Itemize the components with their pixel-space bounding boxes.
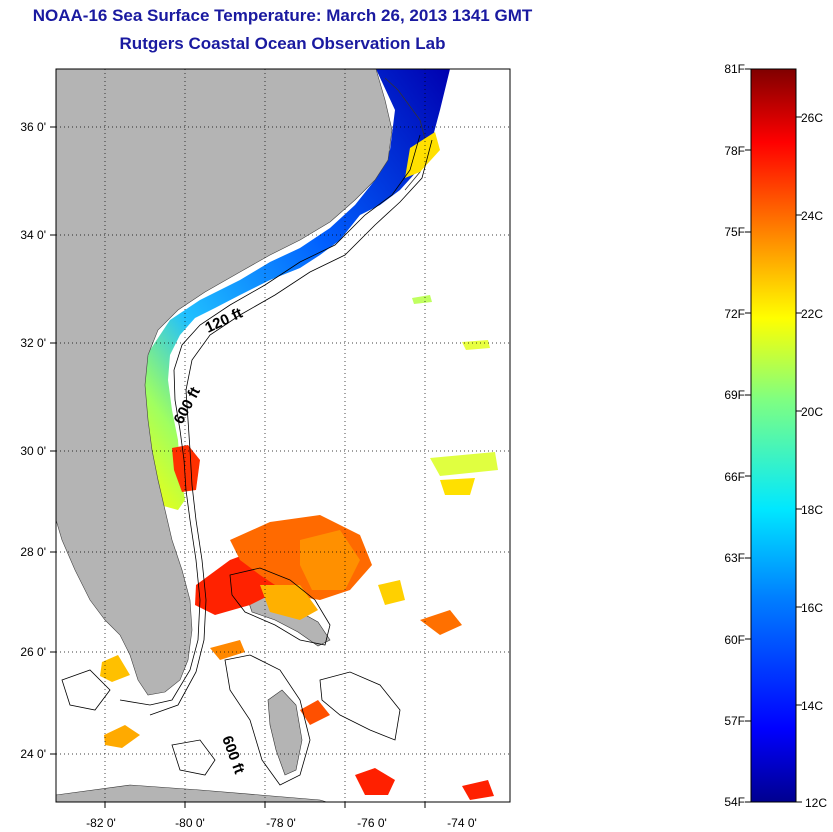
sst-coastal-band [135,69,450,510]
colorbar-f-label: 66F [724,470,745,484]
lon-label: -82 0' [86,816,116,830]
colorbar-f-label: 60F [724,633,745,647]
colorbar: 81F 78F 75F 72F 69F 66F 63F 60F 57F 54F … [724,62,827,810]
lat-label: 34 0' [20,228,46,242]
lat-label: 30 0' [20,444,46,458]
land-cuba [56,784,328,802]
sst-warm-patches [100,132,498,800]
latitude-labels: 36 0' 34 0' 32 0' 30 0' 28 0' 26 0' 24 0… [20,120,46,761]
colorbar-c-label: 22C [801,307,823,321]
colorbar-f-label: 81F [724,62,745,76]
colorbar-c-label: 12C [805,796,827,810]
colorbar-c-label: 16C [801,601,823,615]
colorbar-f-label: 78F [724,144,745,158]
colorbar-f-label: 63F [724,551,745,565]
colorbar-f-label: 57F [724,714,745,728]
lat-label: 28 0' [20,545,46,559]
lat-label: 36 0' [20,120,46,134]
colorbar-f-label: 75F [724,225,745,239]
map-ticks [50,126,426,808]
map-title: NOAA-16 Sea Surface Temperature: March 2… [32,6,533,25]
land-mainland [56,69,393,696]
lon-label: -78 0' [266,816,296,830]
colorbar-f-label: 54F [724,795,745,809]
colorbar-c-label: 26C [801,111,823,125]
colorbar-c-label: 20C [801,405,823,419]
longitude-labels: -82 0' -80 0' -78 0' -76 0' -74 0' [86,816,477,830]
map-frame [55,68,511,803]
land-andros [267,689,303,776]
map-area: 120 ft 600 ft 600 ft [56,69,510,802]
lon-label: -80 0' [175,816,205,830]
colorbar-c-label: 18C [801,503,823,517]
lat-label: 32 0' [20,336,46,350]
colorbar-gradient [750,68,797,803]
colorbar-f-label: 69F [724,388,745,402]
outer-banks-line [384,77,429,191]
depth-contours [61,134,433,786]
colorbar-c-label: 14C [801,699,823,713]
colorbar-f-label: 72F [724,307,745,321]
lon-label: -74 0' [447,816,477,830]
colorbar-c-label: 24C [801,209,823,223]
lat-label: 26 0' [20,645,46,659]
lat-label: 24 0' [20,747,46,761]
lon-label: -76 0' [357,816,387,830]
map-subtitle: Rutgers Coastal Ocean Observation Lab [119,34,446,53]
